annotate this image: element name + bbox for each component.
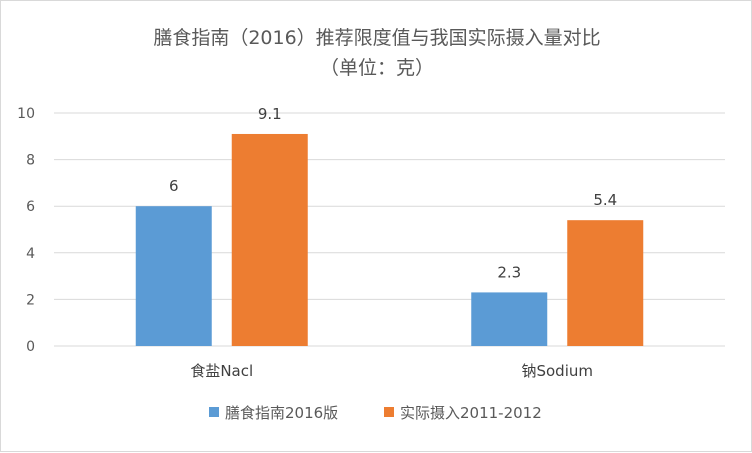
bar-series-2-cat-1 <box>231 133 308 346</box>
x-category-label: 食盐Nacl <box>190 362 253 380</box>
y-tick-label: 4 <box>26 246 35 262</box>
legend-label-series-2: 实际摄入2011-2012 <box>400 404 542 422</box>
chart-subtitle: （单位：克） <box>320 57 434 79</box>
y-tick-label: 0 <box>26 339 35 355</box>
legend-swatch-series-1 <box>209 407 219 417</box>
y-axis: 0 2 4 6 8 10 <box>17 106 35 355</box>
legend: 膳食指南2016版 实际摄入2011-2012 <box>209 404 542 422</box>
legend-swatch-series-2 <box>384 407 394 417</box>
data-label: 2.3 <box>497 263 521 281</box>
bar-series-1-cat-1 <box>135 206 212 346</box>
data-labels: 6 9.1 2.3 5.4 <box>169 105 617 281</box>
data-label: 9.1 <box>258 105 282 123</box>
chart-title: 膳食指南（2016）推荐限度值与我国实际摄入量对比 <box>153 27 600 49</box>
bar-series-2-cat-2 <box>567 220 644 346</box>
bar-series-1-cat-2 <box>471 292 548 346</box>
y-tick-label: 6 <box>26 199 35 215</box>
bars <box>135 133 644 346</box>
data-label: 5.4 <box>593 191 617 209</box>
legend-label-series-1: 膳食指南2016版 <box>225 404 338 422</box>
data-label: 6 <box>169 177 179 195</box>
x-category-label: 钠Sodium <box>521 362 593 380</box>
y-tick-label: 2 <box>26 292 35 308</box>
x-axis: 食盐Nacl 钠Sodium <box>190 362 593 380</box>
y-tick-label: 8 <box>26 153 35 169</box>
y-tick-label: 10 <box>17 106 35 122</box>
